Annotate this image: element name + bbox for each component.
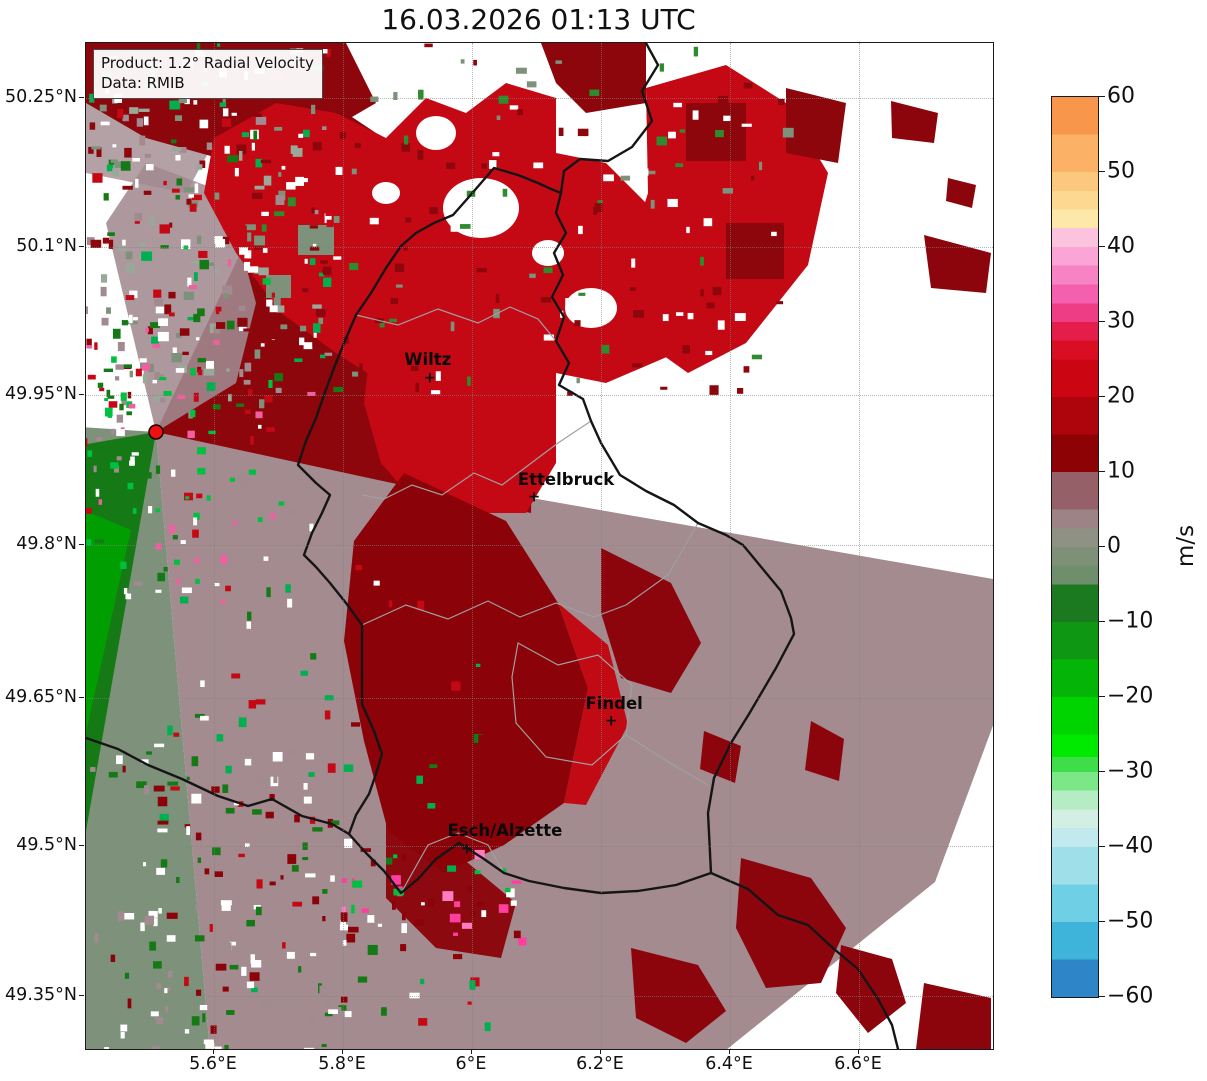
speckle-noise [86, 43, 794, 1049]
colorbar-tick-label: 40 [1107, 233, 1135, 259]
gridline-horizontal [86, 98, 993, 100]
colorbar-tick-label: 60 [1107, 83, 1135, 109]
data-source-label: Data: RMIB [101, 74, 185, 93]
figure-title: 16.03.2026 01:13 UTC [381, 3, 696, 36]
colorbar-tick-label: 0 [1107, 533, 1121, 559]
city-marker-icon: + [423, 368, 437, 387]
product-info-box: Product: 1.2° Radial Velocity Data: RMIB [93, 49, 323, 99]
gridline-horizontal [86, 247, 993, 249]
radar-velocity-map [86, 43, 993, 1049]
colorbar-gradient [1052, 97, 1098, 997]
y-tick-mark [79, 543, 84, 545]
y-tick-mark [79, 97, 84, 99]
gridline-horizontal [86, 394, 993, 396]
colorbar-tick-mark [1099, 696, 1105, 698]
gridline-vertical [472, 43, 474, 1049]
gridline-horizontal [86, 845, 993, 847]
y-tick-mark [79, 697, 84, 698]
colorbar-tick-label: −20 [1107, 683, 1154, 709]
x-tick-mark [212, 1049, 214, 1054]
city-marker-icon: + [460, 839, 474, 858]
x-tick-mark [729, 1049, 731, 1054]
gridline-vertical [213, 43, 215, 1049]
colorbar-tick-label: −50 [1107, 908, 1154, 934]
gridline-vertical [600, 43, 602, 1049]
colorbar-tick-mark [1099, 620, 1105, 622]
colorbar-unit-label: m/s [1173, 524, 1199, 568]
x-tick-label: 6.2°E [576, 1054, 624, 1074]
colorbar-tick-mark [1099, 845, 1105, 847]
colorbar-tick-mark [1099, 321, 1105, 322]
colorbar-tick-mark [1099, 771, 1105, 772]
colorbar-tick-label: −60 [1107, 983, 1154, 1009]
x-tick-label: 5.6°E [189, 1054, 237, 1074]
gridline-vertical [343, 43, 345, 1049]
y-tick-label: 49.35°N [5, 984, 77, 1005]
colorbar-tick-mark [1099, 395, 1105, 397]
gridline-vertical [859, 43, 861, 1049]
echo-north-mass [204, 43, 846, 515]
y-tick-label: 49.65°N [5, 687, 77, 707]
colorbar-tick-label: −10 [1107, 608, 1154, 634]
x-tick-label: 6.6°E [834, 1054, 882, 1074]
gridline-vertical [730, 43, 732, 1049]
colorbar-tick-label: −40 [1107, 833, 1154, 859]
y-tick-mark [79, 844, 84, 846]
colorbar-tick-mark [1099, 246, 1105, 248]
colorbar-tick-label: 20 [1107, 383, 1135, 409]
colorbar-tick-mark [1099, 471, 1105, 473]
city-marker-icon: + [527, 487, 541, 506]
colorbar-tick-mark [1099, 96, 1105, 97]
colorbar-tick-label: 30 [1107, 308, 1135, 334]
echo-central-mass [344, 473, 628, 958]
x-tick-mark [471, 1049, 473, 1054]
radar-site-marker [148, 424, 164, 440]
x-tick-label: 6.4°E [705, 1054, 753, 1074]
colorbar [1051, 96, 1099, 998]
colorbar-tick-mark [1099, 546, 1105, 547]
x-tick-mark [599, 1049, 601, 1054]
colorbar-tick-mark [1099, 921, 1105, 923]
y-tick-mark [79, 994, 84, 996]
product-label: Product: 1.2° Radial Velocity [101, 54, 314, 72]
city-label: Wiltz [404, 349, 452, 369]
y-tick-label: 49.95°N [5, 383, 77, 404]
y-tick-label: 50.25°N [5, 87, 77, 108]
x-tick-mark [858, 1049, 860, 1054]
gridline-horizontal [86, 544, 993, 546]
map-plot-area: Product: 1.2° Radial Velocity Data: RMIB… [85, 42, 994, 1050]
x-tick-label: 5.8°E [318, 1054, 366, 1074]
gridline-horizontal [86, 995, 993, 997]
city-label: Ettelbruck [517, 469, 615, 489]
colorbar-tick-label: −30 [1107, 758, 1154, 784]
district-borders [355, 306, 709, 894]
x-tick-label: 6°E [455, 1054, 487, 1074]
colorbar-tick-mark [1099, 996, 1105, 997]
gridline-horizontal [86, 698, 993, 699]
country-borders [86, 43, 900, 1049]
colorbar-tick-label: 50 [1107, 158, 1135, 184]
city-marker-icon: + [604, 711, 618, 730]
y-tick-label: 49.8°N [16, 533, 77, 554]
city-label: Findel [585, 694, 643, 714]
y-tick-mark [79, 246, 84, 248]
x-tick-mark [342, 1049, 344, 1054]
y-tick-mark [79, 393, 84, 395]
y-tick-label: 50.1°N [16, 236, 77, 257]
city-label: Esch/Alzette [447, 820, 563, 840]
colorbar-tick-mark [1099, 170, 1105, 172]
echo-scattered [601, 101, 991, 1049]
colorbar-tick-label: 10 [1107, 458, 1135, 484]
y-tick-label: 49.5°N [16, 834, 77, 855]
